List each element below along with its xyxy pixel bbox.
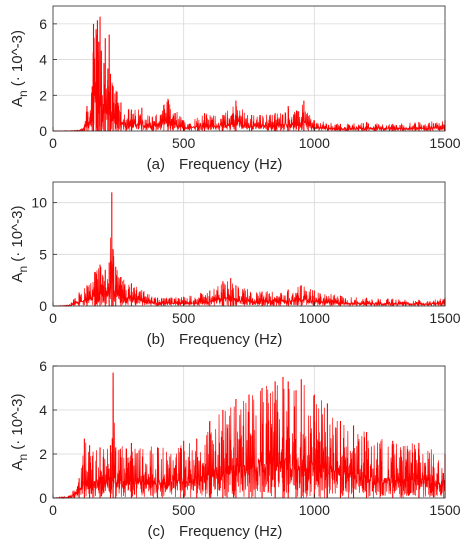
x-tick-label: 500	[172, 135, 196, 151]
y-tick-label: 0	[39, 123, 47, 139]
y-tick-label: 5	[39, 246, 47, 262]
x-tick-label: 1500	[429, 310, 460, 326]
x-tick-label: 1000	[299, 502, 330, 518]
x-tick-label: 500	[172, 502, 196, 518]
y-axis-symbol: A	[9, 97, 26, 107]
panel-label: (b)	[147, 331, 165, 348]
x-tick-label: 1000	[299, 310, 330, 326]
chart-panel-b: 0 500 1000 1500 0 5 10 An (· 10^-3) (b) Frequency …	[9, 181, 461, 348]
axes-frame	[52, 365, 446, 499]
y-tick-label: 2	[39, 446, 47, 462]
spectrum-trace	[52, 237, 446, 307]
axes-frame	[52, 5, 446, 132]
chart-panel-c: 0 500 1000 1500 0 2 4 6 An (· 10^-3) (c) Frequency …	[9, 358, 461, 540]
y-tick-label: 0	[39, 298, 47, 314]
x-axis-label: Frequency (Hz)	[179, 523, 282, 540]
x-tick-label: 0	[49, 310, 57, 326]
y-tick-label: 6	[39, 358, 47, 374]
x-tick-label: 1500	[429, 135, 460, 151]
y-axis-unit: (· 10^-3)	[9, 206, 26, 262]
y-axis-subscript: n	[16, 90, 30, 97]
x-axis-label: Frequency (Hz)	[179, 331, 282, 348]
axes-frame	[52, 181, 446, 307]
y-axis-label: An (· 10^-3)	[9, 206, 30, 283]
y-tick-label: 4	[39, 402, 47, 418]
spectrum-trace	[52, 34, 446, 132]
y-axis-label: An (· 10^-3)	[9, 30, 30, 107]
x-tick-label: 500	[172, 310, 196, 326]
y-axis-subscript: n	[16, 454, 30, 461]
x-tick-label: 1500	[429, 502, 460, 518]
y-axis-subscript: n	[16, 266, 30, 273]
x-tick-label: 1000	[299, 135, 330, 151]
panel-label: (c)	[148, 523, 166, 540]
y-tick-label: 4	[39, 52, 47, 68]
panel-label: (a)	[147, 156, 165, 173]
y-axis-unit: (· 10^-3)	[9, 30, 26, 86]
y-axis-symbol: A	[9, 460, 26, 470]
y-tick-label: 10	[31, 195, 47, 211]
y-tick-label: 2	[39, 87, 47, 103]
x-axis-label: Frequency (Hz)	[179, 156, 282, 173]
y-tick-label: 0	[39, 490, 47, 506]
x-tick-label: 0	[49, 135, 57, 151]
y-axis-unit: (· 10^-3)	[9, 394, 26, 450]
chart-panel-a: 0 500 1000 1500 0 2 4 6 An (· 10^-3) (a) Frequency …	[9, 5, 461, 173]
y-axis-label: An (· 10^-3)	[9, 394, 30, 471]
y-axis-symbol: A	[9, 272, 26, 282]
y-tick-label: 6	[39, 16, 47, 32]
x-tick-label: 0	[49, 502, 57, 518]
